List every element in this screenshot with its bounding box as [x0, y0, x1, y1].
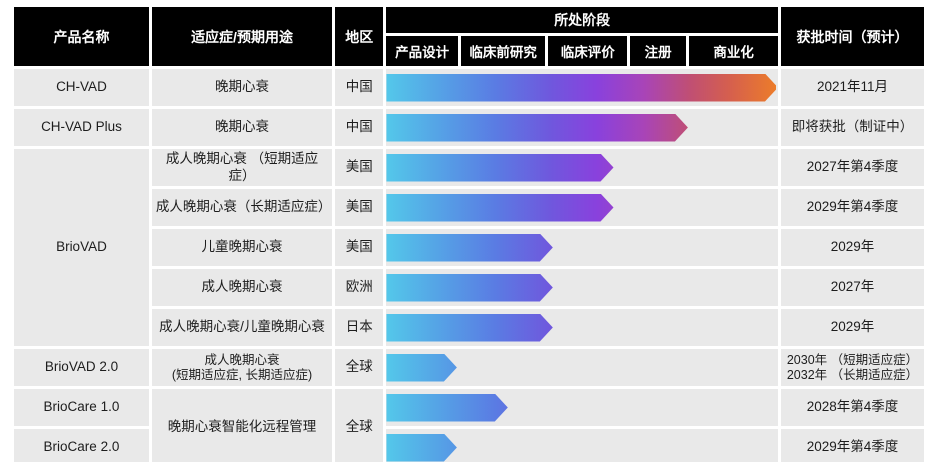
cell-stage	[386, 349, 778, 386]
col-header-product: 产品名称	[14, 7, 149, 66]
progress-bar	[386, 434, 456, 462]
cell-approval: 2027年第4季度	[780, 149, 924, 186]
cell-region: 中国	[335, 69, 384, 106]
table-row: BrioVAD 2.0 成人晚期心衰 (短期适应症, 长期适应症) 全球 203…	[14, 349, 924, 386]
cell-approval: 2027年	[780, 269, 924, 306]
cell-indication: 成人晚期心衰	[151, 269, 333, 306]
progress-bar	[386, 74, 778, 102]
cell-product: BrioCare 2.0	[14, 429, 149, 462]
cell-product: CH-VAD	[14, 69, 149, 106]
cell-region: 美国	[335, 189, 384, 226]
cell-approval: 2029年	[780, 229, 924, 266]
progress-bar	[386, 234, 552, 262]
table-row: CH-VAD 晚期心衰 中国 2021年11月	[14, 69, 924, 106]
cell-stage	[386, 309, 778, 346]
col-header-stage-clinical: 临床评价	[548, 36, 627, 66]
progress-bar	[386, 114, 687, 142]
table-row: BrioVAD 成人晚期心衰 （短期适应症） 美国 2027年第4季度	[14, 149, 924, 346]
cell-region: 欧洲	[335, 269, 384, 306]
cell-stage	[386, 109, 778, 146]
cell-approval: 2030年 （短期适应症） 2032年 （长期适应症）	[780, 349, 924, 386]
cell-stage	[386, 229, 778, 266]
cell-product: BrioVAD	[14, 149, 149, 346]
cell-indication: 晚期心衰	[151, 109, 333, 146]
cell-product: BrioVAD 2.0	[14, 349, 149, 386]
table-row: BrioCare 1.0 晚期心衰智能化远程管理 全球 2028年第4季度	[14, 389, 924, 462]
cell-region: 美国	[335, 229, 384, 266]
progress-bar	[386, 314, 552, 342]
cell-approval: 2029年	[780, 309, 924, 346]
cell-approval: 2029年第4季度	[780, 189, 924, 226]
cell-stage	[386, 429, 778, 462]
progress-bar	[386, 274, 552, 302]
cell-region: 中国	[335, 109, 384, 146]
cell-indication: 晚期心衰智能化远程管理	[151, 389, 333, 462]
cell-region: 全球	[335, 349, 384, 386]
cell-indication: 成人晚期心衰/儿童晚期心衰	[151, 309, 333, 346]
col-header-indication: 适应症/预期用途	[151, 7, 333, 66]
progress-bar	[386, 194, 613, 222]
cell-indication: 成人晚期心衰 （短期适应症）	[151, 149, 333, 186]
cell-stage	[386, 189, 778, 226]
cell-indication: 晚期心衰	[151, 69, 333, 106]
cell-approval: 即将获批（制证中）	[780, 109, 924, 146]
cell-approval: 2029年第4季度	[780, 429, 924, 462]
progress-bar	[386, 154, 613, 182]
cell-product: CH-VAD Plus	[14, 109, 149, 146]
cell-indication: 儿童晚期心衰	[151, 229, 333, 266]
cell-stage	[386, 269, 778, 306]
progress-bar	[386, 354, 456, 382]
cell-stage	[386, 149, 778, 186]
col-header-stage-registration: 注册	[629, 36, 687, 66]
cell-stage	[386, 69, 778, 106]
cell-indication: 成人晚期心衰（长期适应症）	[151, 189, 333, 226]
table-row: 成人晚期心衰（长期适应症） 美国 2029年第4季度	[14, 189, 924, 226]
col-header-approval: 获批时间（预计）	[780, 7, 924, 66]
pipeline-table: 产品名称 适应症/预期用途 地区 所处阶段 获批时间（预计） 产品设计 临床前研…	[11, 4, 927, 462]
cell-region: 日本	[335, 309, 384, 346]
table-row: BrioCare 2.0 2029年第4季度	[14, 429, 924, 462]
cell-approval: 2028年第4季度	[780, 389, 924, 426]
cell-stage	[386, 389, 778, 426]
col-header-stage-preclinical: 临床前研究	[460, 36, 546, 66]
cell-product: BrioCare 1.0	[14, 389, 149, 426]
col-header-stage-group: 所处阶段	[386, 7, 778, 33]
cell-indication: 成人晚期心衰 (短期适应症, 长期适应症)	[151, 349, 333, 386]
table-row: 儿童晚期心衰 美国 2029年	[14, 229, 924, 266]
table-row: CH-VAD Plus 晚期心衰 中国 即将获批（制证中）	[14, 109, 924, 146]
progress-bar	[386, 394, 507, 422]
cell-region: 美国	[335, 149, 384, 186]
col-header-stage-design: 产品设计	[386, 36, 458, 66]
col-header-stage-commercial: 商业化	[689, 36, 778, 66]
table-row: 成人晚期心衰/儿童晚期心衰 日本 2029年	[14, 309, 924, 346]
table-row: 成人晚期心衰 欧洲 2027年	[14, 269, 924, 306]
cell-region: 全球	[335, 389, 384, 462]
cell-approval: 2021年11月	[780, 69, 924, 106]
col-header-region: 地区	[335, 7, 384, 66]
